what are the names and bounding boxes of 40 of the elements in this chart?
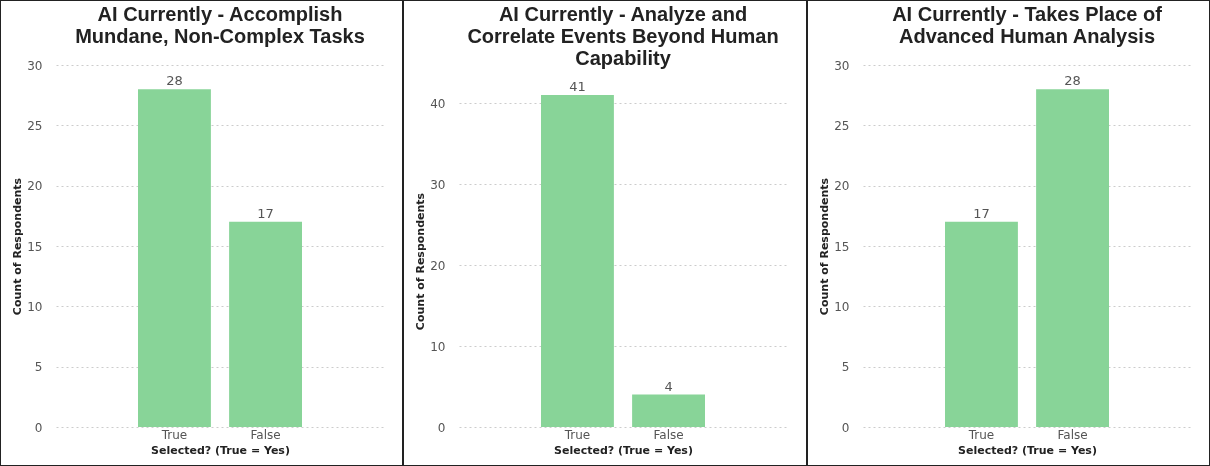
chart-title: AI Currently - Analyze and Correlate Events Beyond Human Capability xyxy=(467,3,779,69)
chart-title: AI Currently - Takes Place of Advanced Human Analysis xyxy=(891,3,1162,47)
y-tick-label: 30 xyxy=(430,177,446,192)
y-tick-label: 40 xyxy=(430,96,446,111)
x-tick-label: False xyxy=(250,427,281,442)
y-tick-label: 15 xyxy=(27,239,43,254)
x-axis-title: Selected? (True = Yes) xyxy=(957,443,1097,457)
chart-title: AI Currently - Accomplish Mundane, Non-Complex Tasks xyxy=(75,3,365,47)
data-label: 17 xyxy=(972,205,990,221)
y-tick-label: 25 xyxy=(833,118,850,133)
y-tick-label: 10 xyxy=(430,339,446,354)
y-axis-title: Count of Respondents xyxy=(414,192,428,331)
y-axis-title: Count of Respondents xyxy=(11,177,25,316)
y-tick-label: 10 xyxy=(833,299,850,314)
data-label: 4 xyxy=(664,378,674,394)
x-tick-label: False xyxy=(1057,427,1088,442)
y-tick-label: 5 xyxy=(34,360,43,375)
x-axis-title: Selected? (True = Yes) xyxy=(554,443,694,457)
x-tick-label: False xyxy=(653,427,684,442)
data-label: 41 xyxy=(569,79,587,94)
y-tick-label: 30 xyxy=(833,58,850,73)
y-tick-label: 20 xyxy=(430,258,446,273)
data-label: 28 xyxy=(1063,73,1081,89)
x-axis-title: Selected? (True = Yes) xyxy=(151,443,290,457)
x-tick-label: True xyxy=(967,427,994,442)
y-tick-label: 20 xyxy=(833,179,850,194)
y-tick-label: 5 xyxy=(841,360,850,375)
y-tick-label: 0 xyxy=(34,420,43,435)
y-axis-title: Count of Respondents xyxy=(817,177,831,316)
y-tick-label: 10 xyxy=(27,299,43,314)
y-tick-label: 20 xyxy=(27,179,43,194)
y-tick-label: 0 xyxy=(841,420,850,435)
y-tick-label: 25 xyxy=(27,118,43,133)
x-tick-label: True xyxy=(564,427,591,442)
y-tick-label: 0 xyxy=(438,420,446,435)
x-tick-label: True xyxy=(160,427,188,442)
data-label: 28 xyxy=(166,73,183,89)
y-tick-label: 30 xyxy=(27,58,43,73)
data-label: 17 xyxy=(257,205,274,221)
y-tick-label: 15 xyxy=(833,239,850,254)
